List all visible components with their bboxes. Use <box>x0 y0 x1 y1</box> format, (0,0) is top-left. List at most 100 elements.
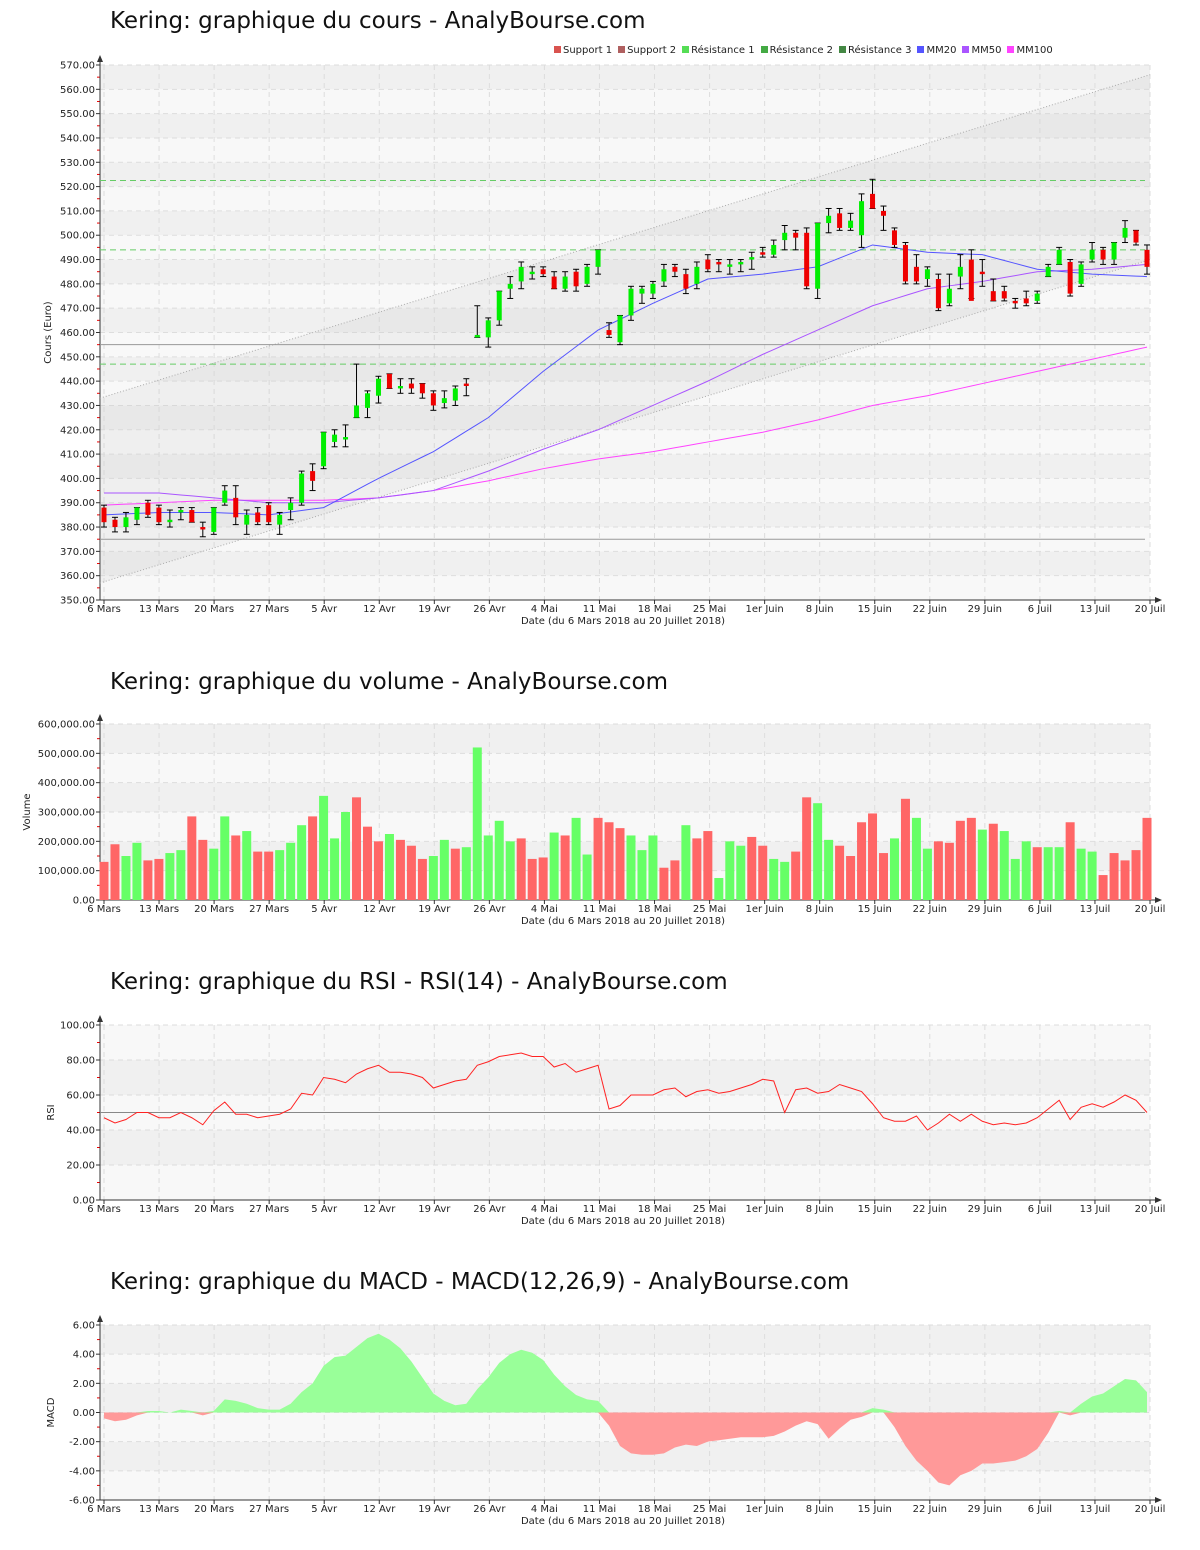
y-axis-arrow <box>97 1015 103 1022</box>
volume-bar <box>725 841 735 900</box>
candle-body <box>672 266 678 272</box>
legend-label: Résistance 1 <box>691 45 755 56</box>
y-tick-label: 560.00 <box>60 85 95 96</box>
y-tick-label: 0.00 <box>73 1196 95 1207</box>
x-tick-label: 29 Juin <box>968 904 1002 915</box>
x-tick-label: 11 Mai <box>583 1504 616 1515</box>
candle-body <box>924 269 930 279</box>
grid-band <box>100 210 1150 236</box>
price-legend: Support 1 Support 2 Résistance 1 Résistance… <box>548 45 1053 56</box>
candle-body <box>551 276 557 289</box>
volume-bar <box>242 831 252 900</box>
candle-body <box>496 291 502 321</box>
volume-bar <box>505 841 515 900</box>
y-tick-label: 200,000.00 <box>38 837 95 848</box>
y-axis-arrow <box>97 55 103 62</box>
x-tick-label: 1er Juin <box>746 604 784 615</box>
x-tick-label: 25 Mai <box>693 904 726 915</box>
x-tick-label: 18 Mai <box>638 904 671 915</box>
volume-bar <box>659 867 669 900</box>
y-axis-arrow <box>97 1315 103 1322</box>
y-tick-label: 370.00 <box>60 547 95 558</box>
x-axis-arrow <box>1155 597 1162 603</box>
candle-body <box>617 315 623 343</box>
y-tick-label: 400.00 <box>60 474 95 485</box>
grid-band <box>100 753 1150 783</box>
candle-body <box>288 502 294 511</box>
candle-body <box>441 398 447 404</box>
volume-bar <box>813 803 823 900</box>
x-tick-label: 12 Avr <box>363 1204 396 1215</box>
candle-body <box>990 291 996 301</box>
candle-body <box>815 223 821 289</box>
volume-bar <box>121 856 131 900</box>
grid-band <box>100 89 1150 114</box>
x-tick-label: 6 Juil <box>1028 604 1052 615</box>
x-tick-label: 6 Juil <box>1028 1504 1052 1515</box>
x-tick-label: 6 Mars <box>87 604 121 615</box>
volume-bar <box>582 854 592 900</box>
grid-band <box>100 1470 1150 1500</box>
candle-body <box>364 393 370 408</box>
grid-band <box>100 259 1150 284</box>
grid-band <box>100 1025 1150 1060</box>
x-tick-label: 4 Mai <box>531 1204 558 1215</box>
volume-bar <box>352 797 362 900</box>
x-tick-label: 8 Juin <box>806 1204 834 1215</box>
candle-body <box>474 334 480 338</box>
candle-body <box>299 473 305 503</box>
macd-chart-title: Kering: graphique du MACD - MACD(12,26,9… <box>110 1269 850 1295</box>
volume-bar <box>428 856 438 900</box>
candle-body <box>1034 293 1040 301</box>
x-tick-label: 29 Juin <box>968 604 1002 615</box>
x-tick-label: 13 Mars <box>139 1504 179 1515</box>
volume-bar <box>362 826 372 900</box>
x-tick-label: 27 Mars <box>249 1204 289 1215</box>
candle-body <box>134 507 140 520</box>
volume-bar <box>999 831 1009 900</box>
x-tick-label: 6 Mars <box>87 904 121 915</box>
volume-bar <box>1065 822 1075 900</box>
grid-band <box>100 113 1150 138</box>
candle-body <box>397 386 403 389</box>
x-tick-label: 22 Juin <box>913 904 947 915</box>
y-axis-label: RSI <box>46 1104 57 1120</box>
volume-bar <box>1087 851 1097 900</box>
candle-body <box>354 405 360 418</box>
x-tick-label: 11 Mai <box>583 604 616 615</box>
candle-body <box>870 193 876 209</box>
y-axis-label: Volume <box>22 793 33 830</box>
x-tick-label: 22 Juin <box>913 1504 947 1515</box>
volume-bar <box>933 841 943 900</box>
volume-bar <box>483 835 493 900</box>
candle-body <box>727 264 733 267</box>
y-tick-label: 6.00 <box>73 1321 95 1332</box>
price-chart-title: Kering: graphique du cours - AnalyBourse… <box>110 8 646 34</box>
y-tick-label: 440.00 <box>60 377 95 388</box>
y-tick-label: 510.00 <box>60 206 95 217</box>
volume-bar <box>703 831 713 900</box>
mm100-line <box>103 346 1148 506</box>
volume-bar <box>220 816 230 900</box>
candle-body <box>694 266 700 284</box>
candle-body <box>1012 300 1018 304</box>
candle-body <box>749 257 755 260</box>
x-tick-label: 8 Juin <box>806 604 834 615</box>
x-tick-label: 26 Avr <box>473 1204 506 1215</box>
x-tick-label: 18 Mai <box>638 1504 671 1515</box>
candle-body <box>1100 249 1106 260</box>
grid-band <box>100 186 1150 211</box>
x-tick-label: 1er Juin <box>746 1204 784 1215</box>
volume-bar <box>1054 847 1064 900</box>
grid-band <box>100 283 1150 309</box>
x-tick-label: 18 Mai <box>638 1204 671 1215</box>
y-tick-label: 430.00 <box>60 401 95 412</box>
volume-bar <box>900 798 910 900</box>
volume-bar <box>879 853 889 900</box>
x-tick-label: 26 Avr <box>473 1504 506 1515</box>
candle-body <box>101 507 107 523</box>
x-tick-label: 20 Mars <box>194 604 234 615</box>
volume-bar <box>154 858 164 900</box>
volume-bar <box>384 834 394 900</box>
